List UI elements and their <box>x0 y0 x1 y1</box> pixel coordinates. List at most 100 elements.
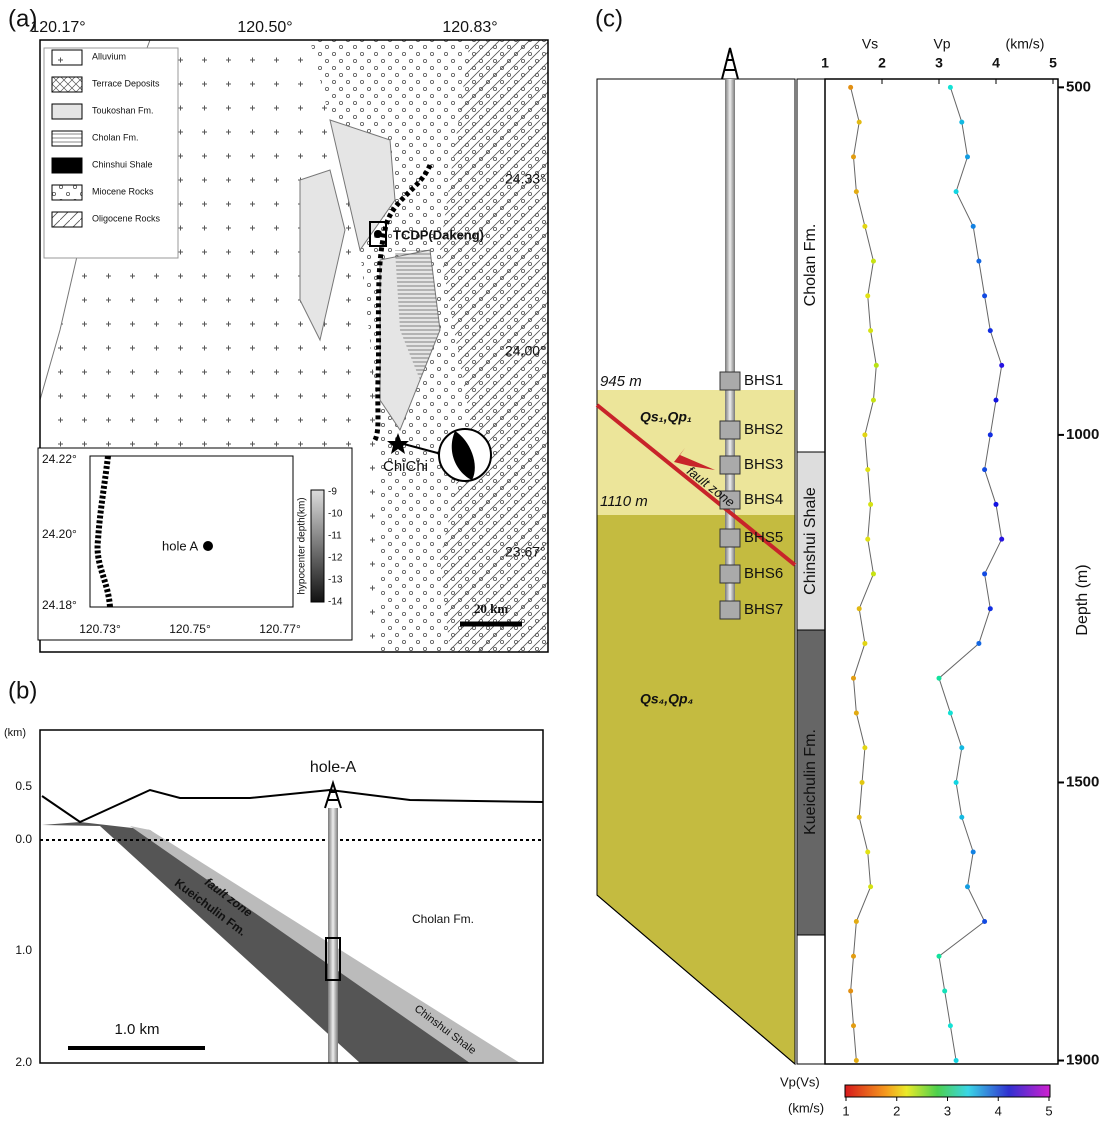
vp-point <box>988 606 993 611</box>
vs-point <box>860 780 865 785</box>
vs-point <box>851 954 856 959</box>
site-label: TCDP(Dakeng) <box>393 227 484 242</box>
vp-point <box>954 189 959 194</box>
legend-label: Cholan Fm. <box>92 132 139 142</box>
colorbar-unit: (km/s) <box>788 1100 824 1115</box>
vs-point <box>868 884 873 889</box>
kueichulin-wedge <box>42 822 470 1063</box>
well-panel <box>597 48 1058 1097</box>
colorbar-tick: -10 <box>328 509 343 520</box>
vp-point <box>994 502 999 507</box>
formation-label: Cholan Fm. <box>412 912 474 926</box>
inset-lon-label: 120.75° <box>169 622 211 636</box>
y-tick-label: 500 <box>1066 78 1091 95</box>
y-tick-label: 1000 <box>1066 426 1099 443</box>
x-tick-label: 2 <box>878 55 886 71</box>
scale-label: 20 km <box>474 601 508 616</box>
vp-point <box>965 884 970 889</box>
legend-swatch <box>52 158 82 173</box>
formation-label: Chinshui Shale <box>802 487 819 595</box>
sensor-label: BHS1 <box>744 372 783 389</box>
velocity-colorbar <box>845 1085 1050 1097</box>
vs-point <box>848 989 853 994</box>
formation-label: Kueichulin Fm. <box>802 729 819 835</box>
x-tick-label: 5 <box>1049 55 1057 71</box>
colorbar-tick: -9 <box>328 487 337 498</box>
inset-plot <box>90 456 293 607</box>
vp-point <box>999 537 1004 542</box>
vs-point <box>862 224 867 229</box>
inset-lat-label: 24.22° <box>42 452 77 466</box>
hole-label: hole A <box>162 538 198 553</box>
sensor-label: BHS5 <box>744 529 783 546</box>
legend-swatch <box>52 131 82 146</box>
vs-point <box>854 710 859 715</box>
vs-point <box>874 363 879 368</box>
rig <box>325 783 341 808</box>
x-tick-label: 3 <box>935 55 943 71</box>
sensor-label: BHS6 <box>744 565 783 582</box>
vp-point <box>982 467 987 472</box>
depth-colorbar <box>311 490 324 602</box>
colorbar-label: Vp(Vs) <box>780 1074 820 1089</box>
vs-point <box>851 676 856 681</box>
lon-label: 120.83° <box>442 19 497 36</box>
colorbar-tick: -14 <box>328 597 343 608</box>
vp-point <box>954 1058 959 1063</box>
panel-label: (b) <box>8 677 37 704</box>
vs-point <box>854 189 859 194</box>
zone-label: Qs₁,Qp₁ <box>640 409 692 425</box>
sensor-label: BHS2 <box>744 421 783 438</box>
legend-label: Chinshui Shale <box>92 159 153 169</box>
inset-lon-label: 120.73° <box>79 622 121 636</box>
legend-label: Toukoshan Fm. <box>92 105 154 115</box>
vs-point <box>871 259 876 264</box>
vp-point <box>982 919 987 924</box>
sensor <box>720 601 740 619</box>
hole-label: hole-A <box>310 759 357 776</box>
sensor-label: BHS3 <box>744 456 783 473</box>
zone-label: Qs₄,Qp₄ <box>640 691 693 707</box>
vp-point <box>959 815 964 820</box>
sensor <box>720 565 740 583</box>
vp-point <box>948 710 953 715</box>
vs-point <box>854 1058 859 1063</box>
scale-label: 1.0 km <box>114 1021 159 1038</box>
colorbar-tick: -11 <box>328 531 342 542</box>
cross-section <box>40 730 543 1063</box>
colorbar-tick-label: 2 <box>893 1103 900 1118</box>
vs-point <box>871 571 876 576</box>
vp-point <box>965 154 970 159</box>
depth-tick: 0.5 <box>15 779 32 793</box>
lower-column <box>797 935 825 1064</box>
legend-label: Terrace Deposits <box>92 78 160 88</box>
lon-label: 120.50° <box>237 19 292 36</box>
vs-point <box>857 120 862 125</box>
vs-point <box>848 85 853 90</box>
colorbar-tick-label: 4 <box>995 1103 1002 1118</box>
colorbar-tick: -12 <box>328 553 343 564</box>
vp-point <box>988 432 993 437</box>
vs-point <box>865 537 870 542</box>
colorbar-tick: -13 <box>328 575 343 586</box>
depth-tick: 1.0 <box>15 943 32 957</box>
vp-point <box>959 745 964 750</box>
vs-point <box>865 849 870 854</box>
lon-label: 120.17° <box>30 19 85 36</box>
panel-label: (c) <box>595 5 623 32</box>
vs-point <box>865 467 870 472</box>
colorbar-tick-label: 1 <box>842 1103 849 1118</box>
legend-label: Alluvium <box>92 51 126 61</box>
vs-point <box>871 398 876 403</box>
borehole <box>328 808 338 1063</box>
y-tick-label: 1900 <box>1066 1051 1099 1068</box>
vs-point <box>865 293 870 298</box>
vp-point <box>971 849 976 854</box>
upper-zone <box>597 79 795 390</box>
inset-lon-label: 120.77° <box>259 622 301 636</box>
legend-label: Oligocene Rocks <box>92 213 161 223</box>
vp-point <box>988 328 993 333</box>
vp-point <box>948 1023 953 1028</box>
depth-tick: 0.0 <box>15 832 32 846</box>
lat-label: 24.33° <box>505 171 546 187</box>
